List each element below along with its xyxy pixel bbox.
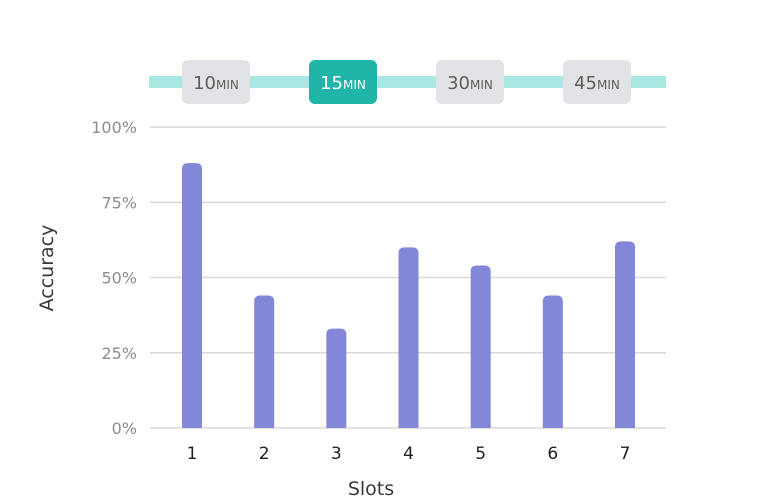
interval-chip-bg: [563, 60, 631, 104]
interval-option-10-min[interactable]: 10MIN: [182, 60, 250, 104]
interval-value: 15: [320, 73, 343, 94]
bar-slot-6: [542, 295, 563, 428]
y-tick-label: 75%: [101, 193, 137, 212]
interval-track: [149, 76, 666, 88]
interval-value: 10: [193, 73, 216, 94]
interval-chip-bg: [436, 60, 504, 104]
interval-chip-label: 15MIN: [320, 73, 366, 94]
interval-unit: MIN: [216, 78, 239, 92]
y-tick-label: 100%: [91, 118, 137, 137]
y-tick-label: 25%: [101, 344, 137, 363]
interval-selector[interactable]: 10MIN 15MIN 30MIN 45MIN: [149, 60, 666, 104]
x-tick-label: 7: [620, 444, 631, 464]
y-tick-label: 0%: [112, 419, 137, 438]
interval-value: 30: [447, 73, 470, 94]
bar-slot-2: [254, 295, 275, 428]
interval-option-15-min[interactable]: 15MIN: [309, 60, 377, 104]
interval-option-30-min[interactable]: 30MIN: [436, 60, 504, 104]
interval-option-45-min[interactable]: 45MIN: [563, 60, 631, 104]
bar-slot-3: [326, 328, 347, 428]
interval-chip-bg: [182, 60, 250, 104]
interval-chip-label: 30MIN: [447, 73, 493, 94]
bar-series: [182, 163, 635, 428]
bar-slot-4: [398, 247, 419, 428]
interval-unit: MIN: [343, 78, 366, 92]
bar-slot-1: [182, 163, 202, 428]
interval-chip-bg: [309, 60, 377, 104]
interval-unit: MIN: [470, 78, 493, 92]
y-axis-title: Accuracy: [36, 225, 58, 312]
x-tick-label: 1: [187, 444, 198, 464]
x-tick-label: 6: [547, 444, 558, 464]
x-axis-ticks: 1 2 3 4 5 6 7: [187, 444, 631, 464]
y-axis-ticks: 0% 25% 50% 75% 100%: [91, 118, 137, 438]
interval-value: 45: [574, 73, 597, 94]
interval-chip-label: 10MIN: [193, 73, 239, 94]
y-tick-label: 50%: [101, 269, 137, 288]
interval-unit: MIN: [597, 78, 620, 92]
bar-slot-7: [615, 241, 635, 428]
x-tick-label: 5: [475, 444, 486, 464]
bar-slot-5: [470, 265, 491, 428]
x-tick-label: 3: [331, 444, 342, 464]
interval-chip-label: 45MIN: [574, 73, 620, 94]
x-axis-title: Slots: [348, 478, 394, 500]
x-tick-label: 2: [259, 444, 270, 464]
x-tick-label: 4: [403, 444, 414, 464]
